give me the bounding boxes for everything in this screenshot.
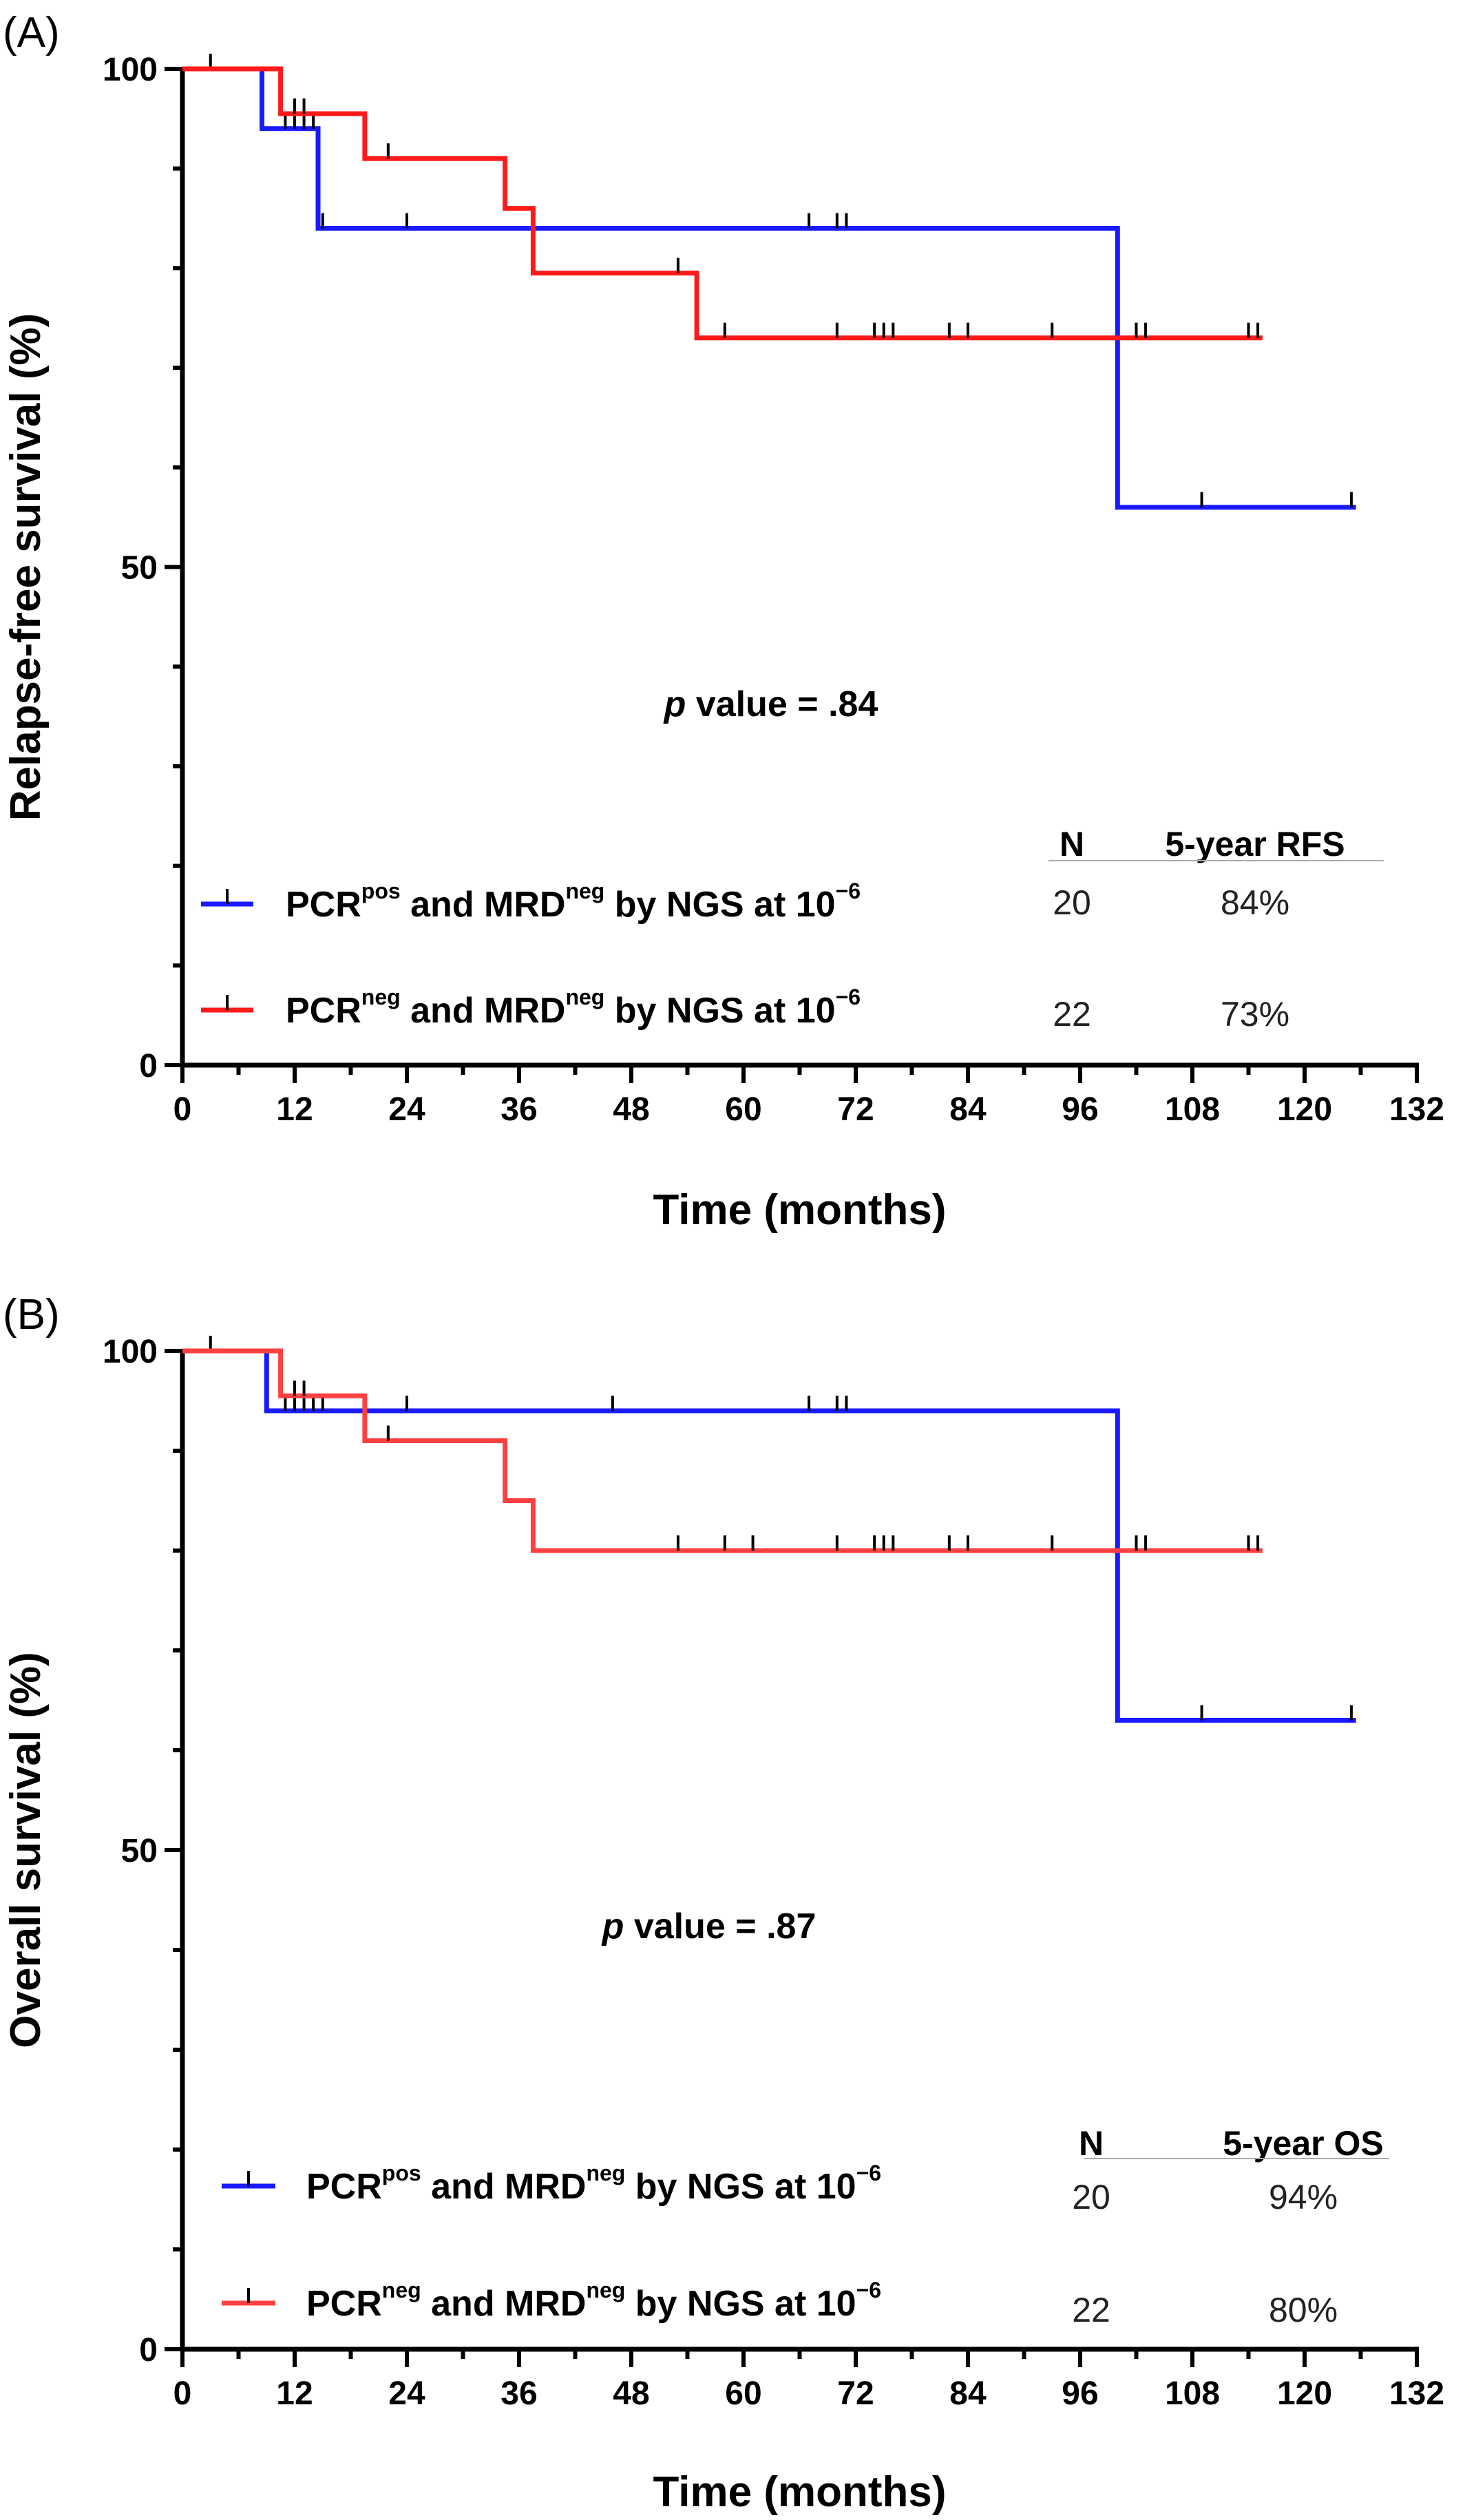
y-tick-label: 100 <box>103 1334 158 1370</box>
y-axis-title: Relapse-free survival (%) <box>2 313 50 821</box>
series-1 <box>182 66 1263 341</box>
table-cell-n: 20 <box>1072 2178 1110 2216</box>
legend-label-text: PCR <box>306 2284 382 2324</box>
y-tick-label: 0 <box>139 2332 158 2369</box>
panel-b-overall-survival: (B) 0 50 100 0 12 24 36 48 60 72 84 96 108 120 132 Overa… <box>2 1291 1444 2516</box>
legend-label-superscript: neg <box>565 879 604 903</box>
x-tick-label: 0 <box>173 2375 192 2412</box>
legend-label: PCRneg and MRDneg by NGS at 10−6 <box>306 2278 881 2324</box>
panel-label: (A) <box>3 9 60 56</box>
table-header-rate: 5-year RFS <box>1165 825 1345 863</box>
legend-label-superscript: pos <box>382 2161 421 2185</box>
p-value-italic: p <box>663 684 686 724</box>
x-tick-label: 12 <box>276 1091 313 1128</box>
legend-label-text: PCR <box>306 2167 382 2207</box>
y-tick-label: 0 <box>139 1048 158 1084</box>
legend-label-text: by NGS at 10 <box>625 2167 856 2207</box>
x-axis-title: Time (months) <box>653 2468 947 2516</box>
table-cell-n: 22 <box>1053 995 1091 1033</box>
table-cell-rate: 73% <box>1221 995 1289 1033</box>
legend-label-text: and MRD <box>401 885 566 925</box>
p-value-italic: p <box>601 1907 624 1946</box>
x-tick-label: 132 <box>1389 1091 1444 1128</box>
x-tick-label: 120 <box>1277 1091 1332 1128</box>
survival-curve <box>182 66 1263 341</box>
y-tick-label: 50 <box>121 550 158 587</box>
panel-label: (B) <box>3 1291 60 1338</box>
legend-label-superscript: −6 <box>856 2278 881 2302</box>
table-header-rate: 5-year OS <box>1223 2124 1383 2163</box>
x-tick-label: 24 <box>388 2375 425 2412</box>
legend-label-text: PCR <box>286 885 361 925</box>
legend-label: PCRneg and MRDneg by NGS at 10−6 <box>286 985 861 1031</box>
series-1 <box>182 1348 1263 1553</box>
x-tick-label: 108 <box>1165 1091 1220 1128</box>
legend-label-superscript: −6 <box>856 2161 881 2185</box>
table-cell-rate: 94% <box>1269 2178 1338 2216</box>
x-tick-label: 36 <box>500 1091 537 1128</box>
x-tick-label: 48 <box>613 2375 649 2412</box>
p-value-text: value = .87 <box>624 1907 816 1946</box>
table-header-n: N <box>1060 825 1084 863</box>
legend-label-superscript: −6 <box>836 879 861 903</box>
x-tick-label: 60 <box>725 2375 761 2412</box>
x-tick-label: 132 <box>1389 2375 1444 2412</box>
legend-label: PCRpos and MRDneg by NGS at 10−6 <box>286 879 861 925</box>
survival-curve <box>182 66 1356 510</box>
x-tick-label: 84 <box>949 1091 987 1128</box>
y-axis-title: Overall survival (%) <box>2 1652 50 2048</box>
legend-label-text: and MRD <box>421 2284 587 2324</box>
p-value-annotation: p value = .87 <box>601 1907 816 1946</box>
x-tick-label: 36 <box>500 2375 537 2412</box>
p-value-text: value = .84 <box>686 684 878 724</box>
legend-label-superscript: pos <box>361 879 401 903</box>
p-value-annotation: p value = .84 <box>663 684 878 724</box>
legend-label-superscript: neg <box>361 985 401 1009</box>
x-tick-label: 84 <box>949 2375 987 2412</box>
survival-curve <box>182 1348 1263 1553</box>
x-tick-label: 48 <box>613 1091 649 1128</box>
table-cell-rate: 80% <box>1269 2291 1338 2329</box>
x-tick-label: 96 <box>1062 1091 1098 1128</box>
y-tick-label: 50 <box>121 1833 158 1869</box>
legend-label-text: by NGS at 10 <box>604 885 835 925</box>
x-tick-label: 72 <box>837 2375 874 2412</box>
x-tick-label: 0 <box>173 1091 192 1128</box>
legend-label-superscript: neg <box>586 2161 625 2185</box>
legend-label-superscript: neg <box>586 2278 625 2302</box>
legend-label-text: by NGS at 10 <box>625 2284 856 2324</box>
x-tick-label: 24 <box>388 1091 425 1128</box>
legend-label-text: by NGS at 10 <box>604 991 835 1031</box>
series-0 <box>182 54 1356 510</box>
legend-label-superscript: neg <box>565 985 604 1009</box>
table-header-n: N <box>1079 2124 1104 2163</box>
survival-curve <box>182 1348 1356 1723</box>
table-cell-n: 20 <box>1053 883 1091 922</box>
legend-label-text: and MRD <box>421 2167 587 2207</box>
table-cell-n: 22 <box>1072 2291 1110 2329</box>
legend-label-superscript: −6 <box>836 985 861 1009</box>
x-tick-label: 108 <box>1165 2375 1220 2412</box>
x-tick-label: 96 <box>1062 2375 1098 2412</box>
x-tick-label: 60 <box>725 1091 761 1128</box>
legend-label-text: and MRD <box>401 991 566 1031</box>
x-tick-label: 72 <box>837 1091 874 1128</box>
x-tick-label: 12 <box>276 2375 313 2412</box>
table-cell-rate: 84% <box>1221 883 1289 922</box>
x-tick-label: 120 <box>1277 2375 1332 2412</box>
y-tick-label: 100 <box>103 52 158 88</box>
legend-label-text: PCR <box>286 991 361 1031</box>
x-axis-title: Time (months) <box>653 1186 947 1234</box>
panel-a-relapse-free-survival: (A) 0 50 100 0 12 24 36 48 60 72 84 96 108 120 132 Relap… <box>2 9 1444 1234</box>
series-0 <box>182 1336 1356 1723</box>
legend-label: PCRpos and MRDneg by NGS at 10−6 <box>306 2161 881 2207</box>
legend-label-superscript: neg <box>382 2278 421 2302</box>
